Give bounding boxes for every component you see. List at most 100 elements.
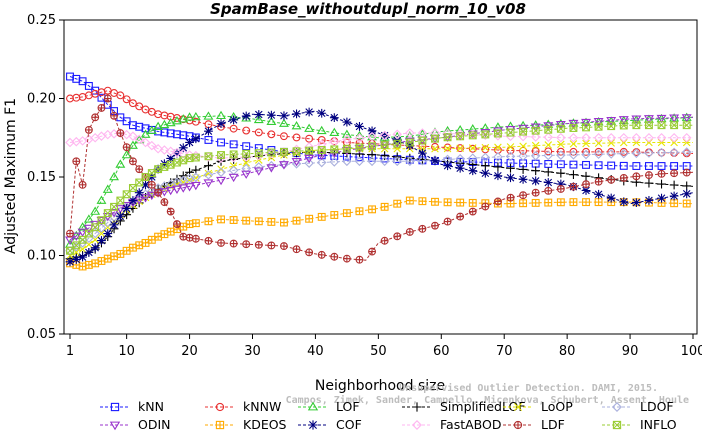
data-point [544,187,552,195]
data-point [418,136,427,145]
data-point [607,122,616,131]
data-point [406,197,414,204]
data-point [532,199,540,207]
data-point [506,163,515,173]
data-point [468,131,477,140]
y-tick-label: 0.15 [27,170,56,185]
data-point [658,170,665,178]
data-point [531,166,541,176]
data-point [98,257,105,265]
data-point [115,211,125,221]
data-point [456,132,465,141]
data-point [468,144,477,153]
data-point [71,230,82,240]
data-point [96,216,107,226]
data-point [228,173,239,183]
data-point [480,168,490,178]
data-point [217,151,225,159]
data-point [204,152,213,161]
data-point [619,161,628,170]
data-point [494,143,502,152]
data-point [146,191,157,201]
data-point [266,148,277,159]
data-point [619,121,628,130]
data-point [355,139,364,148]
x-tick-label: 30 [244,344,261,359]
data-point [582,160,590,169]
data-point [316,125,327,135]
data-point [595,198,603,206]
data-point [405,128,415,138]
data-point [241,111,251,121]
data-point [656,132,667,143]
data-point [343,255,351,263]
data-point [147,140,157,151]
data-point [367,126,377,136]
data-point [91,113,99,121]
data-point [116,129,124,137]
data-point [66,247,74,255]
data-point [632,172,640,180]
data-point [456,144,464,153]
data-point [505,151,516,162]
data-point [203,170,214,180]
data-point [266,164,277,173]
legend-label: FastABOD [440,417,502,432]
data-point [110,112,118,120]
data-point [317,146,326,154]
data-point [632,121,641,129]
data-point [172,148,182,158]
data-point [543,178,553,187]
data-point [531,126,540,135]
data-point [379,156,390,167]
data-point [134,188,144,198]
data-point [203,111,214,120]
data-point [229,140,238,149]
data-point [84,229,93,238]
data-point [179,233,187,241]
data-point [160,230,168,238]
data-point [253,114,264,124]
data-point [255,217,263,225]
data-point [97,236,106,245]
data-point [342,134,352,145]
data-point [279,111,289,121]
data-point [185,138,194,147]
x-tick-label: 40 [307,344,324,359]
data-point [330,145,339,154]
data-point [329,113,339,123]
data-point [582,180,590,188]
data-point [191,117,200,126]
data-point [481,130,490,139]
data-point [543,167,553,177]
data-point [481,130,490,139]
data-point [127,140,138,149]
data-point [544,147,553,156]
data-point [581,118,591,128]
legend-label: kNN [138,399,164,414]
data-point [205,237,212,245]
data-point [569,124,578,132]
data-point [141,180,150,190]
data-point [291,159,302,169]
data-point [493,152,503,162]
data-point [241,152,251,162]
data-point [165,146,176,157]
data-point [670,199,678,207]
data-point [242,149,251,158]
legend-item-cof: COF [298,417,362,432]
legend-label: ODIN [138,417,171,432]
series-inflo [66,121,693,255]
data-point [192,153,200,162]
data-point [97,216,106,225]
data-point [493,129,502,138]
data-point [544,141,553,149]
data-point [606,132,616,143]
data-point [134,134,145,145]
data-point [79,181,86,189]
data-point [280,148,288,156]
data-point [544,125,553,134]
data-point [343,144,351,153]
data-point [568,119,579,129]
